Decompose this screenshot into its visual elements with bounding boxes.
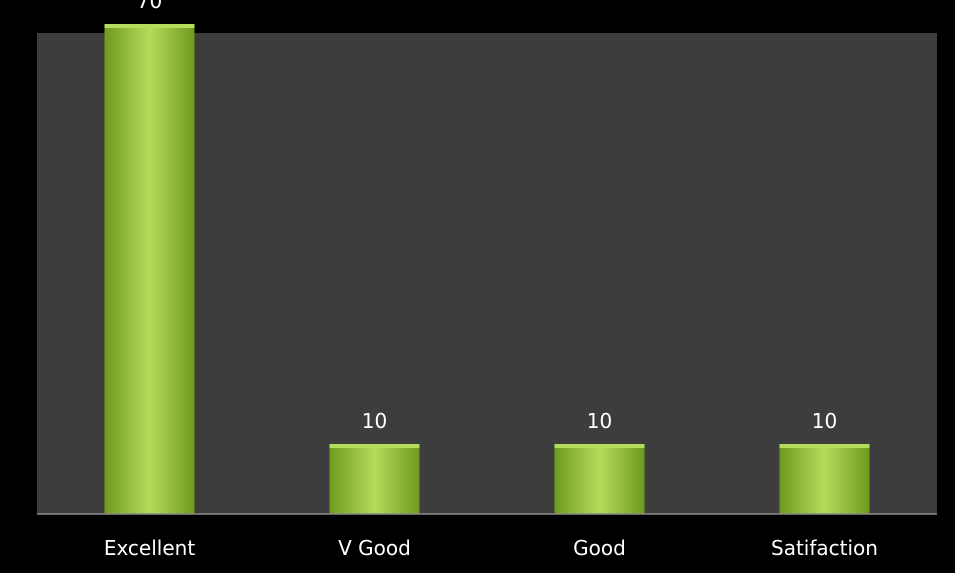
data-label-excellent: 70: [137, 0, 162, 13]
x-tick-label-satifaction: Satifaction: [771, 536, 878, 560]
bar-bevel-excellent: [104, 24, 195, 28]
bar-good: [554, 444, 645, 514]
bar-bevel-satifaction: [779, 444, 870, 448]
bar-bevel-good: [554, 444, 645, 448]
data-label-satifaction: 10: [812, 409, 837, 433]
bar-bevel-v-good: [329, 444, 420, 448]
data-label-good: 10: [587, 409, 612, 433]
bar-excellent: [104, 24, 195, 514]
bar-v-good: [329, 444, 420, 514]
bar-satifaction: [779, 444, 870, 514]
x-tick-label-good: Good: [573, 536, 626, 560]
bars-group: [104, 24, 870, 514]
x-tick-label-v-good: V Good: [338, 536, 411, 560]
x-tick-labels-group: Excellent V Good Good Satifaction: [104, 536, 878, 560]
x-tick-label-excellent: Excellent: [104, 536, 196, 560]
data-label-v-good: 10: [362, 409, 387, 433]
data-labels-group: 70 10 10 10: [137, 0, 837, 433]
